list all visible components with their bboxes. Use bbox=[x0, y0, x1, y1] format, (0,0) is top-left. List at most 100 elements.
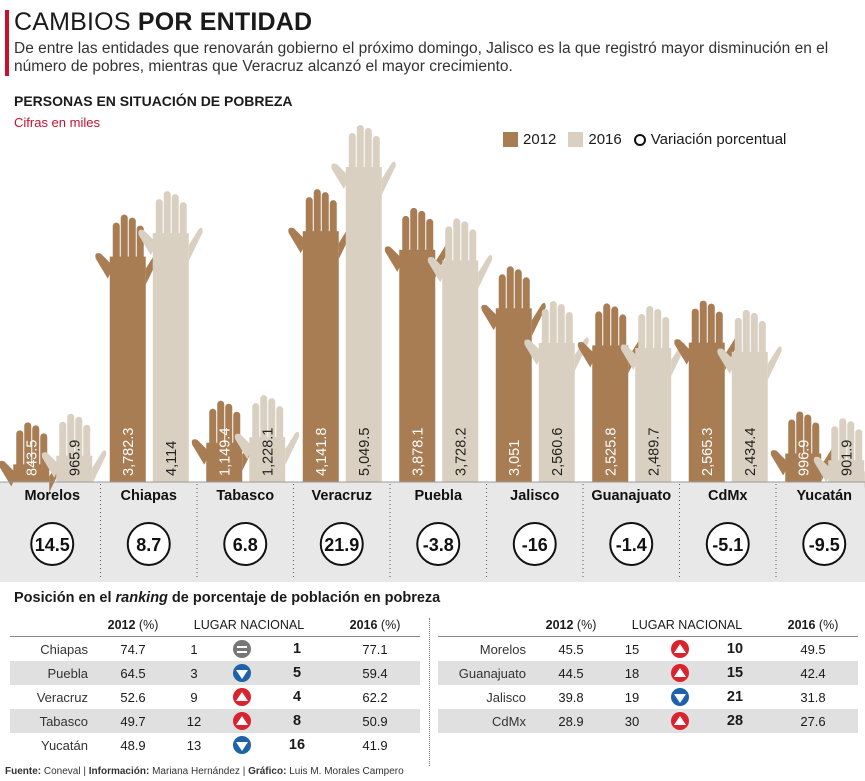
rank-2012: 19 bbox=[624, 689, 640, 705]
pct-2016: 31.8 bbox=[800, 689, 826, 705]
variation-circle-4 bbox=[416, 522, 461, 566]
state-name: Jalisco bbox=[486, 689, 526, 705]
legend-label-variation: Variación porcentual bbox=[650, 131, 787, 148]
variation-value-2: 6.8 bbox=[233, 535, 258, 555]
ranking-header-row: 2012 (%) LUGAR NACIONAL 2016 (%) bbox=[10, 614, 420, 637]
table-row: Veracruz 52.6 9 4 62.2 bbox=[10, 685, 420, 709]
header-blank bbox=[438, 614, 536, 637]
pct-2016: 77.1 bbox=[362, 641, 388, 657]
data-label-2016-0: 965.9 bbox=[67, 440, 83, 476]
header-pct-2016: (%) bbox=[380, 618, 401, 632]
state-name: CdMx bbox=[438, 709, 536, 733]
category-label-2: Tabasco bbox=[216, 488, 274, 504]
state-name: Puebla bbox=[10, 661, 98, 685]
bar-chart: 843.5 965.9 Morelos 14.5 3,782.3 4,114 Chiapas… bbox=[0, 125, 865, 580]
rank-up-icon bbox=[671, 664, 689, 682]
table-row: Jalisco 39.8 19 21 31.8 bbox=[438, 685, 858, 709]
pct-2012: 48.9 bbox=[120, 737, 146, 753]
trend-cell bbox=[220, 709, 264, 733]
rank-down-icon bbox=[671, 688, 689, 706]
variation-value-1: 8.7 bbox=[136, 535, 161, 555]
rank-up-icon bbox=[233, 712, 251, 730]
pct-2016: 41.9 bbox=[362, 737, 388, 753]
rank-2012: 30 bbox=[606, 709, 658, 733]
state-name: Tabasco bbox=[10, 709, 98, 733]
ranking-title-em: ranking bbox=[115, 590, 168, 606]
ranking-title: Posición en el ranking de porcentaje de … bbox=[14, 590, 440, 606]
state-name: Chiapas bbox=[40, 641, 88, 657]
table-row: Chiapas 74.7 1 1 77.1 bbox=[10, 637, 420, 662]
trend-cell bbox=[658, 709, 702, 733]
legend-swatch-2012 bbox=[503, 132, 518, 147]
ranking-table-left: 2012 (%) LUGAR NACIONAL 2016 (%) Chiapas 74.… bbox=[10, 614, 420, 757]
header-2012: 2012 (%) bbox=[536, 614, 606, 637]
bar-2016-7 bbox=[717, 309, 782, 482]
header-year-2016: 2016 bbox=[787, 618, 816, 632]
category-label-0: Morelos bbox=[24, 488, 80, 504]
legend-label-2016: 2016 bbox=[588, 131, 622, 148]
category-label-5: Jalisco bbox=[510, 488, 559, 504]
footer-sep-2: | bbox=[239, 766, 249, 777]
trend-cell bbox=[220, 685, 264, 709]
footer-grafico-label: Gráfico: bbox=[248, 766, 287, 777]
rank-2012: 13 bbox=[186, 737, 202, 753]
legend-item-variation: Variación porcentual bbox=[633, 131, 787, 148]
category-label-8: Yucatán bbox=[796, 488, 852, 504]
trend-cell bbox=[220, 637, 264, 662]
bar-2016-6 bbox=[620, 305, 686, 482]
bar-2016-8 bbox=[813, 418, 865, 489]
data-label-2012-5: 3,051 bbox=[507, 440, 523, 476]
rank-down-icon bbox=[233, 736, 251, 754]
bar-2012-1 bbox=[95, 214, 160, 482]
header-pct-2012: (%) bbox=[138, 618, 159, 632]
data-label-2012-8: 996.9 bbox=[796, 440, 812, 476]
ranking-table-right: 2012 (%) LUGAR NACIONAL 2016 (%) Morelos 45.… bbox=[438, 614, 858, 733]
chart-legend: 2012 2016 Variación porcentual bbox=[503, 131, 798, 148]
bar-2016-2 bbox=[234, 395, 300, 482]
variation-circle-6 bbox=[609, 522, 654, 566]
bar-2016-1 bbox=[138, 191, 203, 482]
trend-cell bbox=[658, 637, 702, 662]
category-label-7: CdMx bbox=[708, 488, 747, 504]
legend-item-2016: 2016 bbox=[568, 131, 622, 148]
header-2016: 2016 (%) bbox=[330, 614, 420, 637]
rank-2012: 1 bbox=[190, 641, 198, 657]
footer-credits: Fuente: Coneval | Información: Mariana H… bbox=[5, 766, 404, 777]
data-label-2012-4: 3,878.1 bbox=[410, 428, 426, 476]
category-label-6: Guanajuato bbox=[591, 488, 671, 504]
data-label-2012-0: 843.5 bbox=[24, 440, 40, 476]
data-label-2016-6: 2,489.7 bbox=[646, 428, 662, 476]
rank-2016: 28 bbox=[702, 709, 768, 733]
variation-value-3: 21.9 bbox=[324, 535, 359, 555]
variation-value-0: 14.5 bbox=[35, 535, 70, 555]
variation-circle-7 bbox=[705, 522, 750, 566]
data-label-2012-3: 4,141.8 bbox=[314, 428, 330, 476]
rank-2016: 15 bbox=[702, 661, 768, 685]
pct-2012: 64.5 bbox=[98, 661, 168, 685]
footer-sep-1: | bbox=[80, 766, 89, 777]
title-light: CAMBIOS bbox=[14, 8, 131, 36]
bar-2016-4 bbox=[427, 218, 493, 482]
header-2016: 2016 (%) bbox=[768, 614, 858, 637]
state-name: Guanajuato bbox=[438, 661, 536, 685]
variation-circle-0 bbox=[30, 522, 75, 566]
table-divider bbox=[429, 618, 430, 766]
rank-2012: 12 bbox=[168, 709, 220, 733]
rank-2012: 15 bbox=[624, 641, 640, 657]
pct-2016: 62.2 bbox=[362, 689, 388, 705]
rank-2016: 21 bbox=[726, 689, 744, 705]
pct-2012: 39.8 bbox=[558, 689, 584, 705]
variation-circle-8 bbox=[802, 522, 847, 566]
footer-info-label: Información: bbox=[88, 766, 150, 777]
variation-circle-1 bbox=[126, 522, 171, 566]
ranking-title-post: de porcentaje de población en pobreza bbox=[167, 590, 441, 606]
pct-2012: 74.7 bbox=[120, 641, 146, 657]
rank-2016: 8 bbox=[264, 709, 330, 733]
category-label-3: Veracruz bbox=[312, 488, 372, 504]
bar-2012-2 bbox=[191, 400, 257, 482]
data-label-2012-7: 2,565.3 bbox=[700, 428, 716, 476]
rank-2016: 1 bbox=[292, 641, 302, 657]
rank-equal-icon bbox=[233, 640, 251, 658]
ranking-header-row: 2012 (%) LUGAR NACIONAL 2016 (%) bbox=[438, 614, 858, 637]
table-row: CdMx 28.9 30 28 27.6 bbox=[438, 709, 858, 733]
